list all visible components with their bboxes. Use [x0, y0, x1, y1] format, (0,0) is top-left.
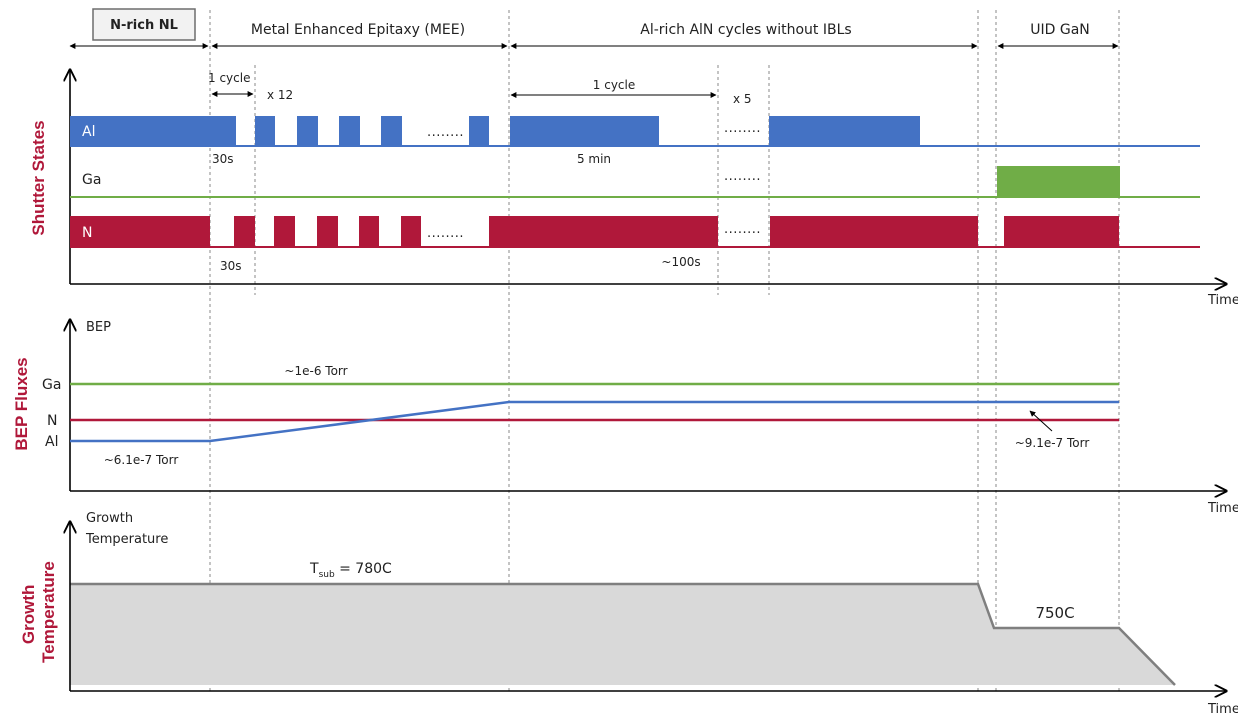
bep-time-label: Time — [1207, 501, 1238, 516]
al-pulses — [70, 116, 920, 146]
n-shutter-open-pulse — [70, 216, 210, 247]
al-end-flux-value: ~9.1e-7 Torr — [1015, 436, 1090, 450]
al-shutter-open-pulse — [510, 116, 659, 146]
al-30s-label: 30s — [212, 152, 234, 166]
al-shutter-open-pulse — [70, 116, 236, 146]
phase-header: N-rich NL Metal Enhanced Epitaxy (MEE) A… — [69, 8, 1119, 49]
phase-mee-label: Metal Enhanced Epitaxy (MEE) — [251, 22, 465, 38]
temperature-time-label: Time — [1207, 702, 1238, 717]
shutter-time-label: Time — [1207, 293, 1238, 308]
n-shutter-open-pulse — [317, 216, 338, 247]
tsub-label: Tsub = 780C — [309, 561, 392, 580]
alrich-one-cycle-label: 1 cycle — [593, 78, 635, 92]
n-ellipsis-2: ........ — [724, 222, 761, 237]
al-shutter-open-pulse — [297, 116, 318, 146]
temperature-fill — [70, 584, 1175, 685]
phase-guides — [209, 10, 1120, 692]
growth-temperature-panel: Growth Temperature Growth Temperature Ti… — [19, 511, 1238, 717]
al-shutter-open-pulse — [469, 116, 489, 146]
bep-n-tick: N — [47, 413, 57, 429]
temperature-line — [70, 582, 1176, 686]
phase-al-rich-label: Al-rich AlN cycles without IBLs — [640, 22, 851, 38]
growth-temperature-side-label: Growth Temperature — [19, 561, 58, 663]
phase-uid-gan-label: UID GaN — [1030, 22, 1090, 38]
n-pulses — [70, 216, 1119, 247]
n-shutter-open-pulse — [1004, 216, 1119, 247]
ga-ellipsis: ........ — [724, 169, 761, 184]
bep-fluxes-side-label: BEP Fluxes — [12, 357, 31, 450]
n-shutter-open-pulse — [401, 216, 421, 247]
mee-one-cycle-label: 1 cycle — [208, 71, 250, 85]
al-ellipsis: ........ — [427, 125, 464, 140]
al-ellipsis-2: ........ — [724, 121, 761, 136]
n-ellipsis: ........ — [427, 226, 464, 241]
ga-flux-value: ~1e-6 Torr — [284, 364, 347, 378]
mee-repeat-label: x 12 — [267, 88, 293, 102]
alrich-repeat-label: x 5 — [733, 92, 752, 106]
al-shutter-open-pulse — [769, 116, 920, 146]
al-end-flux-pointer — [1029, 410, 1053, 432]
phase-n-rich-nl-label: N-rich NL — [110, 18, 178, 33]
bep-axis-title: BEP — [86, 320, 111, 335]
shutter-states-side-label: Shutter States — [29, 120, 48, 235]
temperature-axis-title-line2: Temperature — [85, 532, 168, 547]
n-rich-nl-box — [92, 8, 196, 41]
n-shutter-open-pulse — [359, 216, 379, 247]
al-shutter-open-pulse — [381, 116, 402, 146]
n-shutter-open-pulse — [770, 216, 978, 247]
gan-temperature-label: 750C — [1035, 604, 1074, 622]
al-5min-label: 5 min — [577, 152, 611, 166]
shutter-states-panel: Shutter States Time Al ........ ........… — [29, 70, 1238, 308]
bep-fluxes-panel: BEP Fluxes BEP Time Ga N Al ~1e-6 Torr ~… — [12, 320, 1238, 516]
n-100s-label: ~100s — [661, 255, 700, 269]
ga-shutter-open-pulse — [997, 166, 1120, 197]
al-row-label: Al — [82, 124, 95, 140]
al-shutter-open-pulse — [255, 116, 275, 146]
n-row-label: N — [82, 225, 92, 241]
al-flux-line — [70, 400, 1119, 443]
ga-row-label: Ga — [82, 172, 101, 188]
bep-al-tick: Al — [45, 434, 58, 450]
al-start-flux-value: ~6.1e-7 Torr — [104, 453, 179, 467]
n-shutter-open-pulse — [489, 216, 718, 247]
n-30s-label: 30s — [220, 259, 242, 273]
bep-ga-tick: Ga — [42, 377, 61, 393]
n-shutter-open-pulse — [274, 216, 295, 247]
al-shutter-open-pulse — [339, 116, 360, 146]
n-shutter-open-pulse — [234, 216, 255, 247]
temperature-axis-title-line1: Growth — [86, 511, 133, 526]
